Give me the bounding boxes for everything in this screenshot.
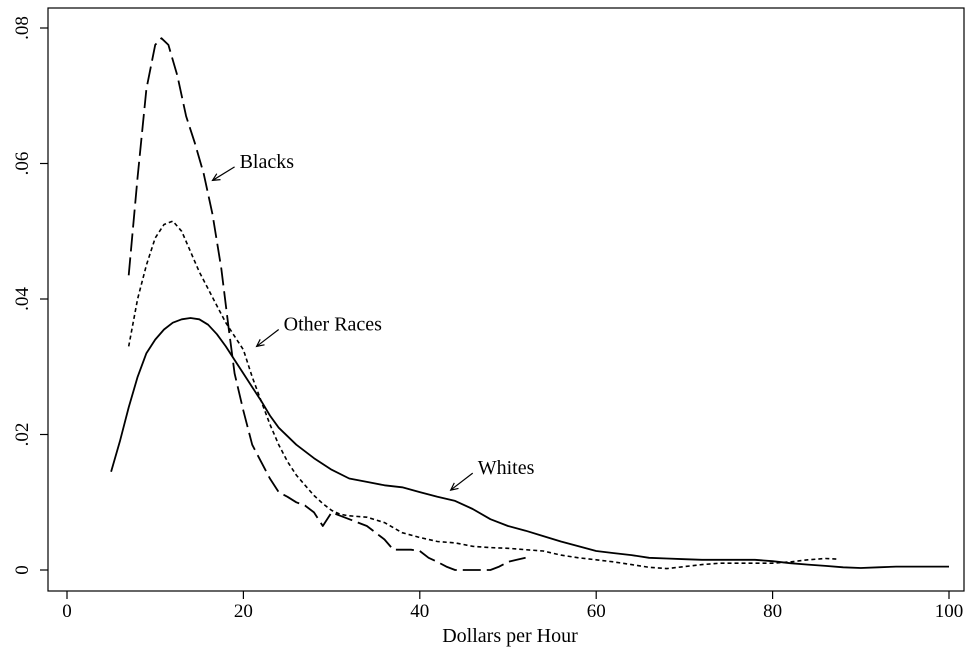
annotation-arrowhead-whites: [449, 482, 459, 491]
x-tick-label: 80: [763, 601, 782, 622]
x-tick-label: 40: [410, 601, 429, 622]
annotation-label-blacks: Blacks: [240, 151, 295, 173]
series-layer: [110, 37, 949, 571]
annotation-arrow-whites: [450, 472, 474, 491]
series-line-blacks: [127, 37, 526, 571]
annotation-arrowhead-other-races: [255, 339, 265, 348]
annotation-arrowhead-blacks: [211, 173, 221, 182]
annotation-label-whites: Whites: [478, 457, 535, 479]
annotation-arrow-other-races: [256, 329, 280, 347]
y-tick-label: .06: [12, 152, 33, 176]
y-tick-label: .02: [12, 423, 33, 447]
y-tick-label: .08: [12, 16, 33, 40]
series-line-other-races: [127, 220, 839, 570]
x-tick-label: 20: [234, 601, 253, 622]
annotation-arrow-blacks: [212, 166, 235, 181]
x-axis-title: Dollars per Hour: [442, 625, 578, 647]
plot-border: [47, 7, 965, 592]
x-tick-label: 100: [935, 601, 964, 622]
x-tick-label: 0: [62, 601, 72, 622]
x-tick-label: 60: [587, 601, 606, 622]
annotation-label-other-races: Other Races: [284, 313, 383, 335]
y-tick-label: 0: [12, 565, 33, 575]
plot-frame: [47, 7, 965, 592]
series-line-whites: [110, 317, 949, 569]
y-tick-label: .04: [12, 287, 33, 311]
y-axis: 0 .02 .04 .06 .08: [12, 16, 48, 575]
x-axis: 0 20 40 60 80 100: [62, 591, 963, 622]
annotation-layer: Blacks Other Races Whites: [211, 151, 535, 491]
